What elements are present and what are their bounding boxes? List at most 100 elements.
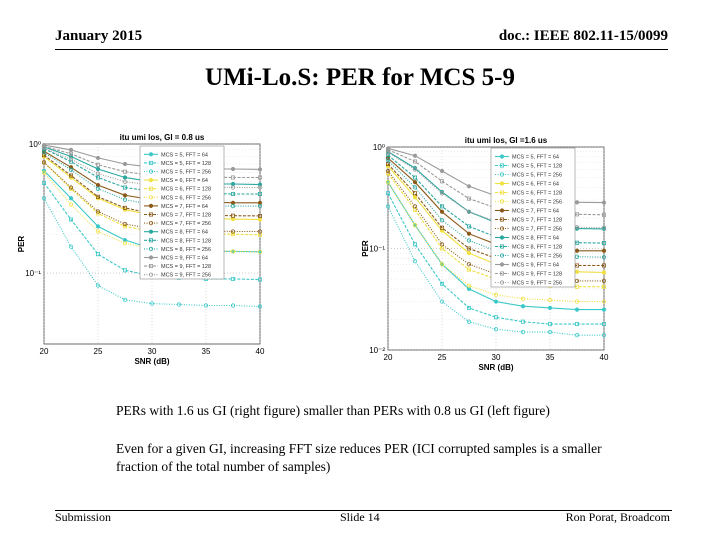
x-tick-label: 25 xyxy=(438,353,447,362)
data-point xyxy=(257,213,262,218)
x-axis-label: SNR (dB) xyxy=(478,363,513,372)
y-axis-label: PER xyxy=(361,240,370,257)
legend-entry: MCS = 5, FFT = 256 xyxy=(512,173,562,179)
data-point xyxy=(466,184,472,189)
data-point xyxy=(230,303,236,308)
legend-marker xyxy=(148,238,153,243)
legend-marker xyxy=(148,195,154,200)
data-point xyxy=(95,166,101,172)
footer-author: Ron Porat, Broadcom xyxy=(565,510,670,524)
data-point xyxy=(230,175,235,180)
data-point xyxy=(466,209,472,214)
legend-entry: MCS = 5, FFT = 128 xyxy=(161,161,211,167)
legend-marker xyxy=(148,272,154,277)
legend-marker xyxy=(499,172,505,177)
data-point xyxy=(574,284,579,289)
data-point xyxy=(439,242,445,247)
data-point xyxy=(69,151,74,156)
data-point xyxy=(385,204,391,209)
legend-entry: MCS = 9, FFT = 256 xyxy=(161,273,211,279)
header-divider xyxy=(55,49,668,50)
legend-marker xyxy=(499,271,504,276)
legend-marker xyxy=(148,255,154,260)
data-point xyxy=(95,186,101,191)
data-point xyxy=(203,303,209,308)
data-point xyxy=(385,180,391,185)
data-point xyxy=(385,191,390,196)
legend-entry: MCS = 8, FFT = 128 xyxy=(161,238,211,244)
legend-entry: MCS = 6, FFT = 256 xyxy=(512,200,562,206)
data-point xyxy=(493,327,499,332)
data-point xyxy=(601,241,606,246)
data-point xyxy=(412,223,418,228)
data-point xyxy=(467,305,472,310)
data-point xyxy=(257,204,263,209)
data-point xyxy=(123,224,128,229)
data-point xyxy=(547,305,553,310)
legend-entry: MCS = 8, FFT = 64 xyxy=(512,236,559,242)
series-line xyxy=(43,197,261,308)
data-point xyxy=(257,185,263,190)
data-point xyxy=(230,216,236,222)
data-point xyxy=(385,150,391,155)
body-paragraph-2: Even for a given GI, increasing FFT size… xyxy=(116,441,602,474)
legend-marker xyxy=(499,235,505,240)
x-tick-label: 35 xyxy=(546,353,555,362)
data-point xyxy=(493,292,499,297)
slide-title: UMi-Lo.S: PER for MCS 5-9 xyxy=(205,64,515,91)
data-point xyxy=(601,278,607,283)
data-point xyxy=(520,296,526,301)
data-point xyxy=(574,263,579,268)
data-point xyxy=(230,276,235,281)
x-tick-label: 30 xyxy=(492,353,501,362)
right-figure: 20 25 30 35 40 10⁰ 10⁻¹ 10⁻² MCS = 5, FFT = 64 MC… xyxy=(358,128,698,373)
data-point xyxy=(123,268,128,273)
data-point xyxy=(601,263,606,268)
legend-marker xyxy=(148,186,153,191)
legend-marker xyxy=(148,229,154,234)
data-point xyxy=(385,168,391,174)
data-point xyxy=(41,170,47,175)
data-point xyxy=(412,167,418,172)
legend-marker xyxy=(499,199,505,204)
data-point xyxy=(412,259,418,264)
legend-marker xyxy=(499,253,505,258)
data-point xyxy=(257,229,263,234)
legend-entry: MCS = 9, FFT = 64 xyxy=(161,256,208,262)
data-point xyxy=(412,153,418,158)
data-point xyxy=(601,255,607,260)
left-figure: 20 25 30 35 40 10⁰ 10⁻¹ MCS = 5, FFT = 64 MCS = … xyxy=(14,128,354,368)
data-point xyxy=(574,299,580,304)
data-point xyxy=(493,299,499,304)
data-point xyxy=(439,262,445,267)
data-point xyxy=(574,307,580,312)
legend-entry: MCS = 8, FFT = 128 xyxy=(512,245,562,251)
x-tick-label: 35 xyxy=(202,347,211,356)
data-point xyxy=(466,283,472,288)
data-point xyxy=(41,180,46,185)
data-point xyxy=(69,173,74,178)
series-line xyxy=(43,145,260,179)
data-point xyxy=(95,171,101,176)
legend-entry: MCS = 8, FFT = 64 xyxy=(161,230,208,236)
data-point xyxy=(95,229,101,234)
footer-divider xyxy=(55,510,672,511)
data-point xyxy=(230,166,236,172)
data-point xyxy=(413,159,418,164)
data-point xyxy=(439,209,445,214)
data-point xyxy=(41,145,47,151)
legend-box xyxy=(139,145,225,280)
data-point xyxy=(69,159,74,164)
data-point xyxy=(68,202,74,207)
data-point xyxy=(520,330,526,335)
legend-marker xyxy=(148,212,153,217)
data-point xyxy=(122,161,128,167)
legend-marker xyxy=(148,221,154,226)
series-line xyxy=(387,193,604,325)
data-point xyxy=(385,158,391,163)
legend-entry: MCS = 7, FFT = 128 xyxy=(512,218,562,224)
x-tick-label: 20 xyxy=(40,347,49,356)
data-point xyxy=(230,181,236,187)
data-point xyxy=(257,191,262,196)
data-point xyxy=(493,315,498,320)
